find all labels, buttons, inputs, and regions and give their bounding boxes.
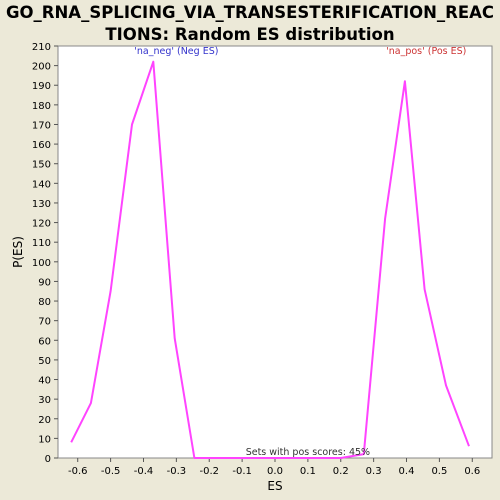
y-tick-label: 60 <box>38 336 51 347</box>
y-tick-label: 110 <box>32 238 51 249</box>
y-tick-label: 180 <box>32 101 51 112</box>
chart-title-line-2: TIONS: Random ES distribution <box>105 25 395 44</box>
y-tick-label: 120 <box>32 219 51 230</box>
x-tick-label: -0.5 <box>101 466 121 477</box>
y-tick-label: 210 <box>32 42 51 53</box>
y-tick-label: 190 <box>32 81 51 92</box>
x-tick-label: 0.6 <box>464 466 480 477</box>
y-tick-label: 0 <box>45 454 51 465</box>
chart-title: GO_RNA_SPLICING_VIA_TRANSESTERIFICATION_… <box>0 2 500 46</box>
x-tick-label: 0.5 <box>431 466 447 477</box>
y-tick-label: 20 <box>38 415 51 426</box>
x-axis-label: ES <box>267 479 282 493</box>
y-tick-label: 150 <box>32 160 51 171</box>
y-tick-label: 50 <box>38 356 51 367</box>
y-tick-label: 30 <box>38 395 51 406</box>
y-tick-label: 80 <box>38 297 51 308</box>
plot-area <box>57 45 493 459</box>
x-tick-label: 0.2 <box>333 466 349 477</box>
x-tick-label: -0.6 <box>68 466 88 477</box>
series-line <box>70 60 470 459</box>
y-tick-label: 200 <box>32 62 51 73</box>
y-tick-label: 130 <box>32 199 51 210</box>
annotation-layer: 'na_neg' (Neg ES) 'na_pos' (Pos ES) Sets w… <box>134 46 466 458</box>
y-tick-label: 10 <box>38 434 51 445</box>
y-axis-label: P(ES) <box>11 236 25 268</box>
y-tick-label: 100 <box>32 258 51 269</box>
y-tick-label: 40 <box>38 376 51 387</box>
y-axis: 0 10 20 30 40 50 60 70 80 90 100 110 120 130 140 150 160… <box>32 42 58 465</box>
annotation-label: Sets with pos scores: 45% <box>246 447 370 458</box>
x-tick-label: -0.3 <box>167 466 187 477</box>
x-tick-label: 0.0 <box>267 466 283 477</box>
annotation-label: 'na_neg' (Neg ES) <box>134 46 218 57</box>
x-tick-label: 0.3 <box>366 466 382 477</box>
x-tick-label: -0.1 <box>232 466 252 477</box>
y-tick-label: 160 <box>32 140 51 151</box>
x-axis: -0.6 -0.5 -0.4 -0.3 -0.2 -0.1 0.0 0.1 0.2 0.3 0.4 0… <box>68 458 480 477</box>
y-tick-label: 140 <box>32 179 51 190</box>
y-tick-label: 170 <box>32 120 51 131</box>
x-tick-label: 0.4 <box>399 466 415 477</box>
annotation-label: 'na_pos' (Pos ES) <box>386 46 466 57</box>
chart-title-line-1: GO_RNA_SPLICING_VIA_TRANSESTERIFICATION_… <box>5 3 495 22</box>
y-tick-label: 90 <box>38 277 51 288</box>
x-tick-label: 0.1 <box>300 466 316 477</box>
y-tick-label: 70 <box>38 317 51 328</box>
series-layer <box>70 60 470 459</box>
x-tick-label: -0.2 <box>199 466 219 477</box>
x-tick-label: -0.4 <box>134 466 154 477</box>
